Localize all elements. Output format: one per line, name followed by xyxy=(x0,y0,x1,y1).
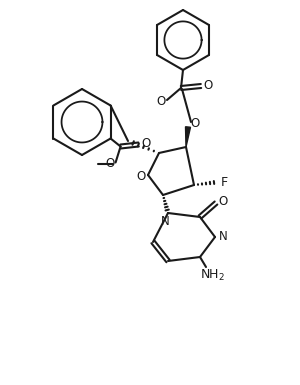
Text: N: N xyxy=(219,229,227,243)
Text: O: O xyxy=(141,137,150,150)
Polygon shape xyxy=(185,127,190,147)
Text: O: O xyxy=(218,194,228,208)
Text: N: N xyxy=(160,214,169,228)
Text: O: O xyxy=(203,79,213,92)
Text: NH$_2$: NH$_2$ xyxy=(200,268,224,283)
Text: O: O xyxy=(136,169,146,182)
Text: O: O xyxy=(190,117,200,129)
Text: O: O xyxy=(156,94,166,107)
Text: O: O xyxy=(105,157,114,170)
Text: F: F xyxy=(220,176,228,189)
